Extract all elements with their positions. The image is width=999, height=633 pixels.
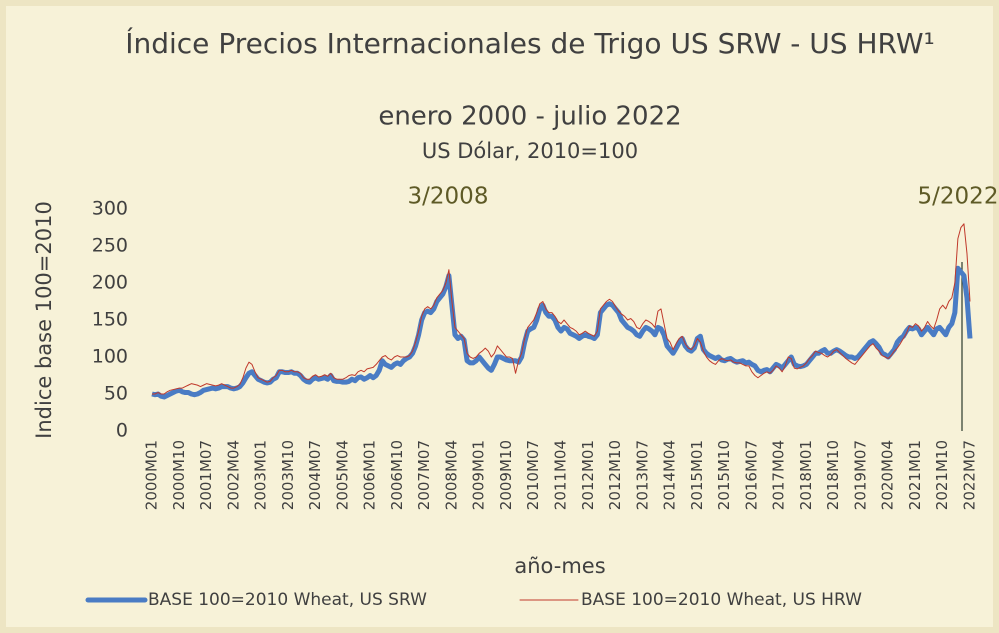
x-tick-label: 2012M10 (606, 440, 624, 510)
y-tick-label: 50 (104, 383, 128, 405)
x-tick-label: 2018M10 (824, 440, 842, 510)
x-tick-label: 2015M10 (715, 440, 733, 510)
x-tick-label: 2000M01 (143, 440, 161, 510)
annotation: 5/2022 (918, 184, 999, 210)
x-tick-label: 2014M04 (661, 440, 679, 510)
x-tick-label: 2009M10 (497, 440, 515, 510)
x-tick-label: 2006M10 (388, 440, 406, 510)
x-tick-label: 2012M01 (579, 440, 597, 510)
x-tick-label: 2021M01 (906, 440, 924, 510)
x-axis-label: año-mes (514, 554, 605, 578)
x-tick-label: 2009M01 (470, 440, 488, 510)
x-tick-label: 2002M04 (224, 440, 242, 510)
annotation: 3/2008 (408, 184, 489, 210)
x-tick-label: 2018M01 (797, 440, 815, 510)
x-tick-label: 2005M04 (333, 440, 351, 510)
x-tick-label: 2004M07 (306, 440, 324, 510)
x-tick-label: 2007M07 (415, 440, 433, 510)
x-tick-label: 2016M07 (742, 440, 760, 510)
legend-label: BASE 100=2010 Wheat, US HRW (581, 590, 862, 610)
background (6, 6, 993, 627)
y-tick-label: 100 (92, 346, 128, 368)
x-tick-label: 2003M10 (279, 440, 297, 510)
x-tick-label: 2021M10 (933, 440, 951, 510)
chart-title: Índice Precios Internacionales de Trigo … (125, 26, 935, 60)
x-tick-label: 2022M07 (961, 440, 979, 510)
x-tick-label: 2006M01 (361, 440, 379, 510)
x-tick-label: 2008M04 (442, 440, 460, 510)
y-tick-label: 0 (116, 420, 128, 442)
y-tick-label: 300 (92, 198, 128, 220)
y-tick-label: 150 (92, 309, 128, 331)
x-tick-label: 2013M07 (633, 440, 651, 510)
data-line (151, 265, 973, 400)
x-tick-label: 2001M07 (197, 440, 215, 510)
data-line (152, 223, 971, 395)
chart-subtitle: US Dólar, 2010=100 (422, 139, 638, 163)
legend-label: BASE 100=2010 Wheat, US SRW (148, 590, 427, 610)
chart-subtitle: enero 2000 - julio 2022 (378, 102, 681, 132)
x-tick-label: 2011M04 (552, 440, 570, 510)
x-tick-label: 2019M07 (851, 440, 869, 510)
y-tick-label: 200 (92, 272, 128, 294)
x-tick-label: 2017M04 (770, 440, 788, 510)
x-tick-label: 2000M10 (170, 440, 188, 510)
y-tick-label: 250 (92, 235, 128, 257)
x-tick-label: 2010M07 (524, 440, 542, 510)
x-tick-label: 2015M01 (688, 440, 706, 510)
y-axis-label: Indice base 100=2010 (32, 201, 56, 439)
x-tick-label: 2003M01 (252, 440, 270, 510)
x-tick-label: 2020M04 (879, 440, 897, 510)
